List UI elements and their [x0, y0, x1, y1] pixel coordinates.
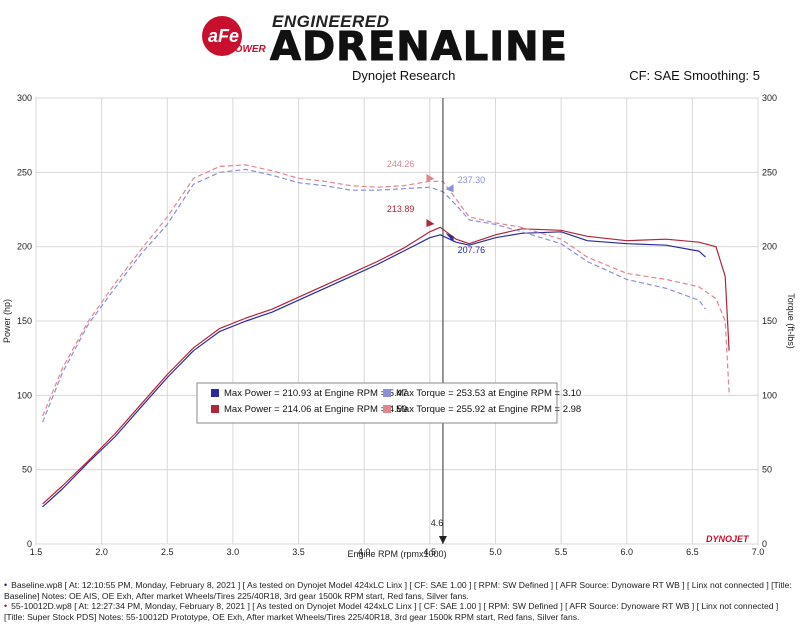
dyno-chart: 1.5 2.0 2.5 3.0 3.5 4.0 4.5 5.0 5.5 6.0 6.5 7.00 050… [2, 93, 796, 559]
x-tick-label: 2.5 [161, 547, 174, 557]
legend-box [196, 382, 558, 424]
correction-factor: CF: SAE Smoothing: 5 [629, 68, 760, 83]
pds-marker-icon: • [4, 601, 8, 611]
legend-entry: Max Power = 210.93 at Engine RPM = 5.47 [224, 388, 407, 399]
legend-entry: Max Power = 214.06 at Engine RPM = 4.59 [224, 404, 407, 415]
y-tick-label-right: 0 [762, 539, 767, 549]
series-group [42, 164, 730, 508]
afe-power-logo: aFe POWER [202, 16, 267, 56]
y-axis-label-left: Power (hp) [2, 299, 12, 343]
peak-marker-icon [426, 173, 435, 182]
legend: Max Power = 210.93 at Engine RPM = 5.47M… [196, 382, 581, 424]
peak-marker-icon [445, 233, 454, 243]
peak-label: 207.76 [458, 245, 486, 255]
rpm-cursor: 4.6 [431, 98, 447, 544]
y-axis-label-right: Torque (ft-lbs) [786, 293, 796, 349]
x-axis-label: Engine RPM (rpmx1000) [347, 549, 446, 559]
legend-swatch [383, 405, 391, 413]
y-tick-label-right: 300 [762, 93, 777, 103]
run-note-pds: • 55-10012D.wp8 [ At: 12:27:34 PM, Monday… [4, 601, 796, 622]
y-tick-label-left: 250 [17, 167, 32, 177]
run-note-pds-text: 55-10012D.wp8 [ At: 12:27:34 PM, Monday,… [4, 601, 779, 622]
x-tick-label: 3.5 [292, 547, 305, 557]
series-line-pds-power [42, 226, 730, 505]
y-tick-label-left: 100 [17, 390, 32, 400]
y-tick-label-right: 200 [762, 242, 777, 252]
y-tick-label-left: 50 [22, 465, 32, 475]
legend-swatch [211, 405, 219, 413]
y-tick-label-left: 150 [17, 316, 32, 326]
cursor-arrow-icon [438, 536, 447, 544]
x-tick-label: 7.0 [752, 547, 765, 557]
legend-entry: Max Torque = 255.92 at Engine RPM = 2.98 [396, 404, 581, 415]
peak-label: 213.89 [387, 204, 415, 214]
x-tick-label: 4.0 [358, 547, 371, 557]
y-tick-label-left: 200 [17, 242, 32, 252]
series-line-pds-torque [42, 164, 730, 417]
y-tick-label-right: 150 [762, 316, 777, 326]
x-tick-label: 5.0 [489, 547, 502, 557]
axis-ticks: 1.5 2.0 2.5 3.0 3.5 4.0 4.5 5.0 5.5 6.0 6.5 7.00 050… [17, 93, 777, 557]
dynojet-mark: DYNOJET [706, 534, 750, 544]
header: aFe POWER ENGINEERED ADRENALINE Dynojet … [0, 0, 800, 83]
series-line-base-torque [42, 168, 706, 423]
x-tick-label: 1.5 [30, 547, 43, 557]
run-note-baseline-text: Baseline.wp8 [ At: 12:10:55 PM, Monday, … [4, 580, 792, 601]
peak-annotations: 244.26 237.30 213.89 207.76 [387, 159, 485, 255]
legend-entry: Max Torque = 253.53 at Engine RPM = 3.10 [396, 388, 581, 399]
peak-label: 244.26 [387, 159, 415, 169]
series-line-base-power [42, 231, 706, 508]
logo-sub: POWER [228, 44, 267, 55]
y-tick-label-right: 250 [762, 167, 777, 177]
x-tick-label: 4.5 [424, 547, 437, 557]
x-tick-label: 6.0 [620, 547, 633, 557]
peak-label: 237.30 [458, 175, 486, 185]
y-tick-label-left: 0 [27, 539, 32, 549]
y-tick-label-right: 100 [762, 390, 777, 400]
cursor-label: 4.6 [431, 518, 444, 528]
logo-text: aFe [208, 26, 239, 46]
x-tick-label: 3.0 [227, 547, 240, 557]
run-note-baseline: • Baseline.wp8 [ At: 12:10:55 PM, Monday,… [4, 580, 796, 601]
y-tick-label-left: 300 [17, 93, 32, 103]
legend-swatch [383, 389, 391, 397]
y-tick-label-right: 50 [762, 465, 772, 475]
legend-swatch [211, 389, 219, 397]
run-notes: • Baseline.wp8 [ At: 12:10:55 PM, Monday,… [4, 580, 796, 622]
x-tick-label: 6.5 [686, 547, 699, 557]
x-tick-label: 5.5 [555, 547, 568, 557]
brand-title: ADRENALINE [270, 24, 568, 71]
x-tick-label: 2.0 [95, 547, 108, 557]
baseline-marker-icon: • [4, 580, 8, 590]
chart-subtitle: Dynojet Research [352, 68, 456, 83]
peak-marker-icon [445, 184, 454, 193]
peak-marker-icon [426, 219, 435, 228]
brand-tagline: ENGINEERED [272, 12, 390, 31]
grid [35, 97, 759, 545]
